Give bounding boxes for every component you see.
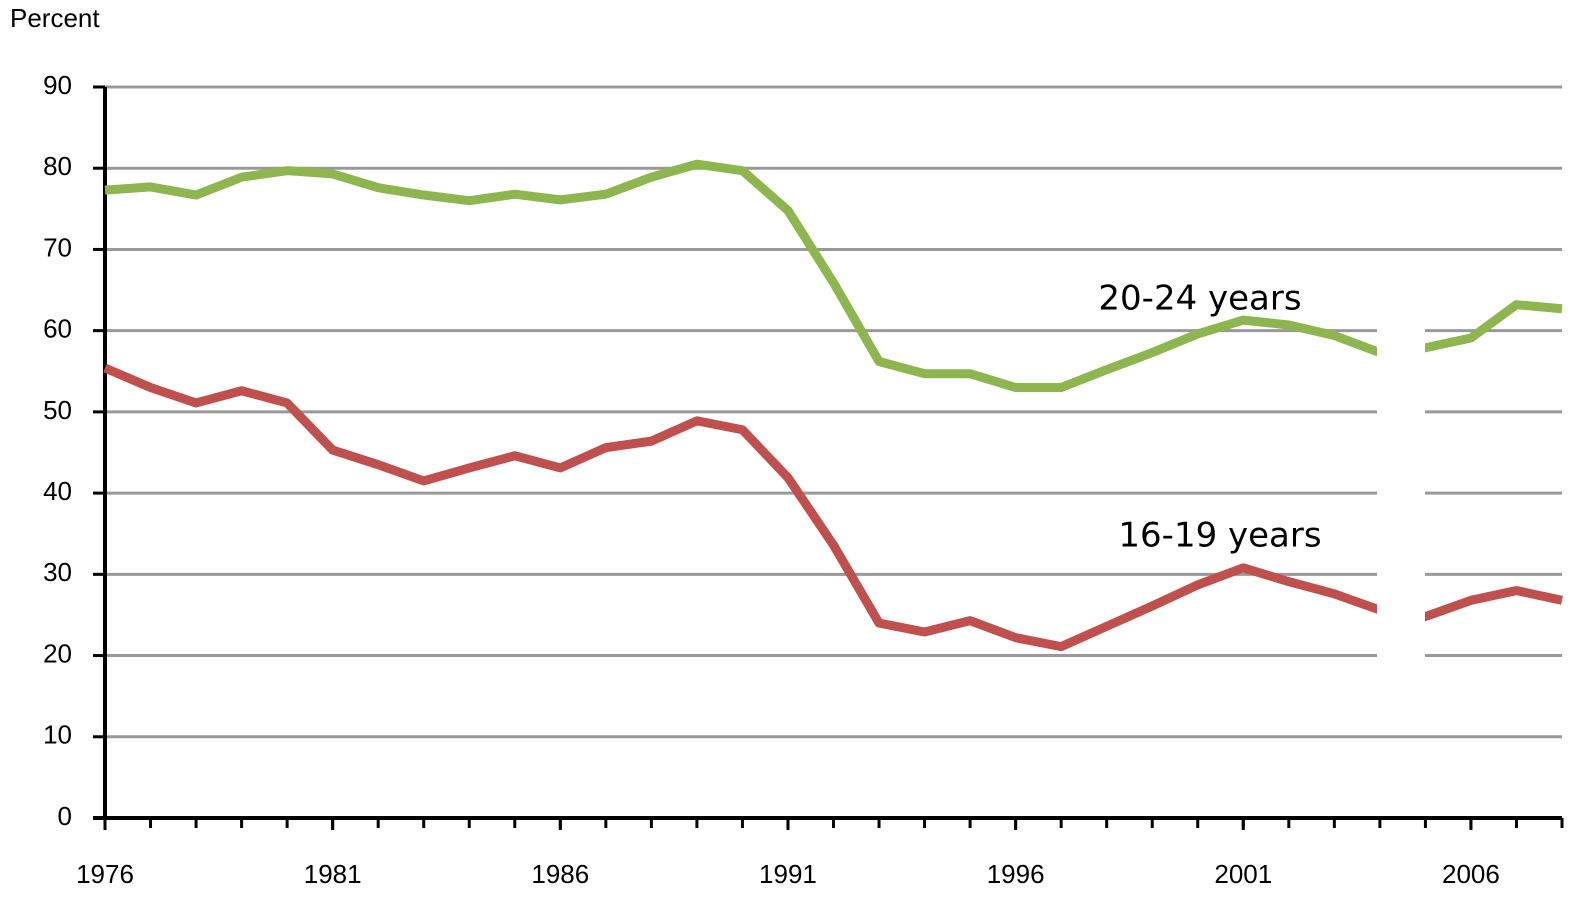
x-tick-label: 2001: [1214, 859, 1272, 889]
series-annotation: 20-24 years: [1098, 279, 1301, 319]
y-tick-label: 70: [43, 232, 72, 262]
x-tick-label: 1981: [304, 859, 362, 889]
x-tick-label: 1991: [759, 859, 817, 889]
y-axis-label: Percent: [10, 3, 100, 33]
x-tick-label: 1986: [531, 859, 589, 889]
y-tick-label: 40: [43, 476, 72, 506]
axis-break: [1377, 318, 1425, 666]
series-annotation: 16-19 years: [1118, 516, 1321, 556]
x-tick-label: 1996: [987, 859, 1045, 889]
y-tick-label: 60: [43, 314, 72, 344]
plot-area: 0 10 20 30 40 50 60 70 80 90 1976 1981 1986 1991 1996 2…: [43, 70, 1564, 889]
y-tick-label: 10: [43, 720, 72, 750]
x-tick-label: 1976: [76, 859, 134, 889]
y-tick-label: 90: [43, 70, 72, 100]
y-tick-label: 80: [43, 151, 72, 181]
y-tick-label: 50: [43, 395, 72, 425]
series-line: [103, 363, 1563, 652]
y-tick-label: 0: [58, 801, 72, 831]
y-tick-label: 30: [43, 557, 72, 587]
series-line: [104, 159, 1563, 393]
x-tick-label: 2006: [1442, 859, 1500, 889]
y-tick-label: 20: [43, 638, 72, 668]
